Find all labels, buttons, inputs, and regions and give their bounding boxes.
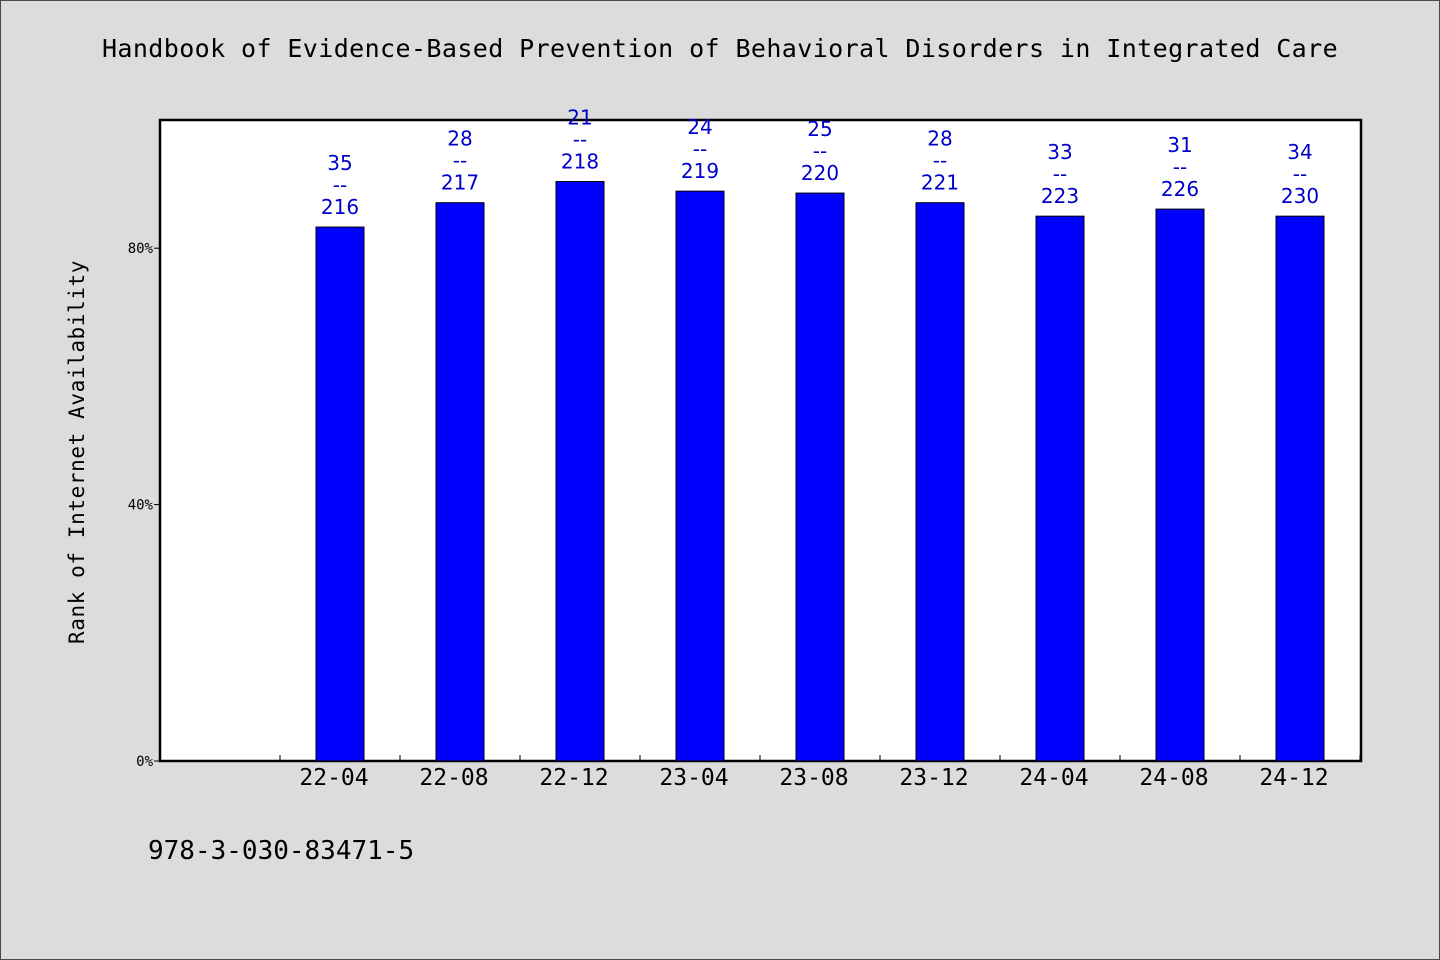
bar-22-08: [435, 202, 485, 762]
x-tick-label: 22-04: [299, 765, 368, 791]
data-label-line: --: [693, 137, 707, 161]
data-labels-group: 35--21628--21721--21824--21925--22028--2…: [321, 106, 1319, 220]
data-label-line: 25: [807, 117, 832, 141]
y-tick-label: 80%: [128, 241, 154, 257]
data-label-line: --: [573, 128, 587, 152]
data-label-line: --: [333, 173, 347, 197]
x-tick-label: 22-12: [539, 765, 608, 791]
data-label-line: 226: [1161, 177, 1199, 201]
data-label-line: 28: [447, 127, 472, 151]
data-label-line: 24: [687, 115, 712, 139]
data-label-line: --: [453, 149, 467, 173]
data-label-line: 34: [1287, 140, 1312, 164]
data-label-line: 223: [1041, 184, 1079, 208]
data-label-line: 31: [1167, 133, 1192, 157]
chart-title: Handbook of Evidence-Based Prevention of…: [101, 34, 1339, 63]
bar-24-12: [1275, 215, 1325, 762]
data-label-line: 230: [1281, 184, 1319, 208]
x-tick-label: 23-04: [659, 765, 728, 791]
bar-23-08: [795, 192, 845, 762]
x-tick-label: 22-08: [419, 765, 488, 791]
bar-24-08: [1155, 208, 1205, 762]
bars-group: [315, 181, 1325, 762]
bar-22-12: [555, 181, 605, 762]
x-tick-label: 24-08: [1139, 765, 1208, 791]
data-label-line: --: [933, 149, 947, 173]
data-label-line: 216: [321, 195, 359, 219]
data-label-line: 217: [441, 171, 479, 195]
data-label-line: 218: [561, 150, 599, 174]
data-label-line: 221: [921, 171, 959, 195]
data-label-line: --: [813, 139, 827, 163]
y-tick-label: 40%: [128, 498, 154, 514]
bar-23-04: [675, 190, 725, 762]
data-label-line: 21: [567, 106, 592, 130]
data-label-line: 28: [927, 127, 952, 151]
x-tick-label: 24-04: [1019, 765, 1088, 791]
data-label-line: 219: [681, 159, 719, 183]
x-tick-label: 23-08: [779, 765, 848, 791]
data-label-line: 220: [801, 161, 839, 185]
x-axis-ticks: 22-04 22-08 22-12 23-04 23-08 23-12 24-04 24-08…: [279, 755, 1361, 791]
data-label-line: 35: [327, 151, 352, 175]
x-tick-label: 23-12: [899, 765, 968, 791]
data-label-line: 33: [1047, 140, 1072, 164]
y-tick-label: 0%: [136, 754, 153, 770]
bar-24-04: [1035, 215, 1085, 762]
footer-code: 978-3-030-83471-5: [148, 836, 415, 866]
bar-23-12: [915, 202, 965, 762]
bar-22-04: [315, 226, 365, 762]
x-tick-label: 24-12: [1259, 765, 1328, 791]
data-label-line: --: [1053, 162, 1067, 186]
data-label-line: --: [1293, 162, 1307, 186]
data-label-line: --: [1173, 155, 1187, 179]
y-axis-ticks: 0% 40% 80%: [128, 241, 160, 770]
